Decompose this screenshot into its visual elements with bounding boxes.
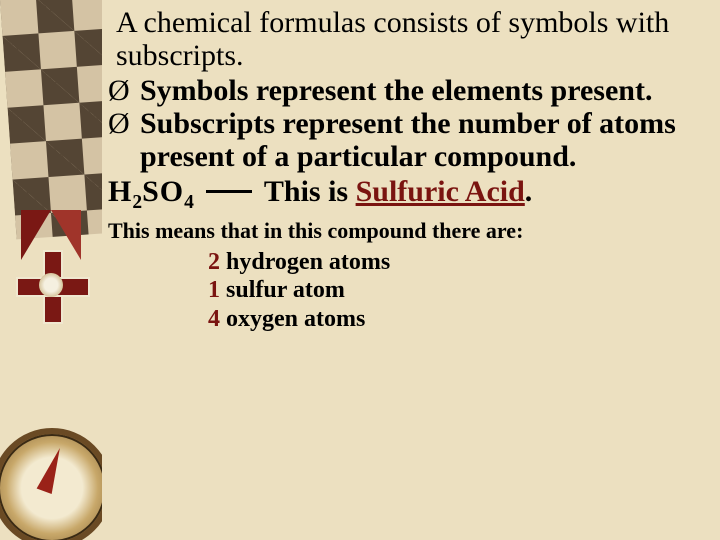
compound-name: Sulfuric Acid — [356, 175, 525, 208]
compass-graphic — [0, 428, 102, 540]
bullet-item: Ø Subscripts represent the number of ato… — [100, 107, 716, 173]
slide-content: A chemical formulas consists of symbols … — [100, 6, 716, 334]
decorative-left-band — [0, 0, 102, 540]
label-prefix: This is — [264, 175, 356, 208]
formula-label: This is Sulfuric Acid. — [264, 175, 532, 208]
atom-count-list: 2 hydrogen atoms 1 sulfur atom 4 oxygen … — [100, 248, 716, 334]
atom-label: hydrogen atoms — [220, 249, 390, 275]
formula-subscript: 2 — [132, 192, 142, 213]
atom-count: 4 — [208, 306, 220, 332]
bullet-text: Symbols represent the elements present. — [140, 74, 652, 107]
atom-count: 1 — [208, 277, 220, 303]
atom-item: 4 oxygen atoms — [208, 305, 716, 334]
atom-count: 2 — [208, 249, 220, 275]
bullet-list: Ø Symbols represent the elements present… — [100, 74, 716, 173]
label-suffix: . — [525, 175, 533, 208]
explanation-line: This means that in this compound there a… — [100, 219, 716, 243]
medal-graphic — [10, 210, 92, 360]
formula-element: SO — [142, 175, 184, 208]
atom-label: sulfur atom — [220, 277, 345, 303]
formula-element: H — [108, 175, 132, 208]
atom-label: oxygen atoms — [220, 306, 365, 332]
bullet-text: Subscripts represent the number of atoms… — [140, 107, 716, 173]
slide: A chemical formulas consists of symbols … — [0, 0, 720, 540]
atom-item: 2 hydrogen atoms — [208, 248, 716, 277]
formula-line: H2SO4 This is Sulfuric Acid. — [100, 175, 716, 213]
bullet-glyph: Ø — [108, 74, 140, 107]
bullet-item: Ø Symbols represent the elements present… — [100, 74, 716, 107]
chemical-formula: H2SO4 — [108, 175, 194, 213]
atom-item: 1 sulfur atom — [208, 276, 716, 305]
medal-center — [39, 273, 63, 297]
medal-cross — [16, 250, 86, 320]
bullet-glyph: Ø — [108, 107, 140, 140]
formula-subscript: 4 — [184, 192, 194, 213]
checkerboard-pattern — [0, 0, 102, 239]
intro-text: A chemical formulas consists of symbols … — [100, 6, 716, 72]
arrow-line-icon — [206, 190, 252, 193]
